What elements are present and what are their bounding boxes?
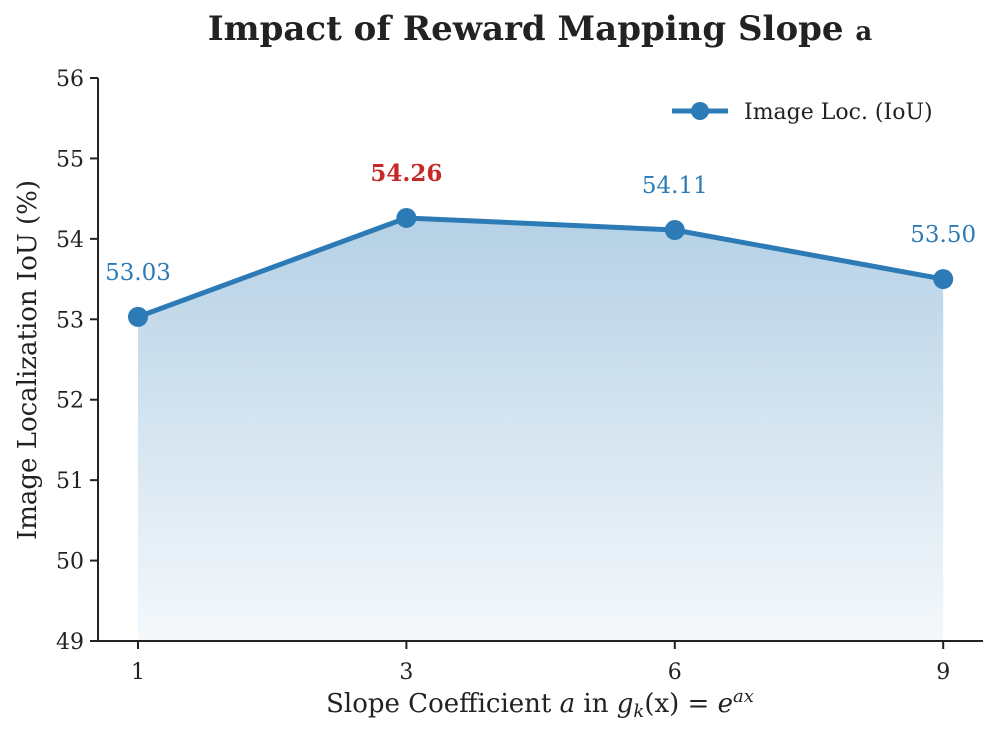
area-fill [138, 217, 944, 641]
data-point [933, 269, 954, 290]
data-label: 53.03 [105, 260, 171, 286]
y-tick-label: 55 [56, 147, 84, 172]
y-tick-label: 51 [56, 469, 84, 494]
x-tick-label: 1 [131, 660, 145, 685]
x-axis-label: Slope Coefficient a in gk(x) = eax [326, 686, 754, 722]
legend: Image Loc. (IoU) [672, 100, 933, 125]
y-tick-label: 50 [56, 550, 84, 575]
data-point [664, 220, 685, 241]
y-tick-label: 53 [56, 308, 84, 333]
y-tick-label: 54 [56, 228, 84, 253]
chart-title: Impact of Reward Mapping Slope a [208, 9, 873, 49]
x-tick-label: 6 [668, 660, 682, 685]
y-axis-label: Image Localization IoU (%) [13, 180, 43, 540]
data-point [396, 207, 417, 228]
series-line [137, 215, 944, 320]
data-label: 53.50 [910, 222, 976, 248]
legend-label: Image Loc. (IoU) [744, 100, 933, 125]
y-ticks: 49 50 51 52 53 54 55 56 [56, 67, 98, 655]
legend-marker [691, 102, 709, 120]
data-label: 54.11 [642, 173, 708, 199]
y-tick-label: 56 [56, 67, 84, 92]
data-label: 54.26 [370, 160, 442, 187]
data-point [128, 306, 148, 327]
data-points [128, 207, 954, 327]
x-tick-label: 9 [936, 660, 950, 685]
x-ticks: 1 3 6 9 [131, 641, 950, 685]
x-tick-label: 3 [399, 660, 413, 685]
data-labels: 53.03 54.26 54.11 53.50 [105, 160, 976, 286]
y-tick-label: 49 [56, 630, 84, 655]
y-tick-label: 52 [56, 389, 84, 414]
